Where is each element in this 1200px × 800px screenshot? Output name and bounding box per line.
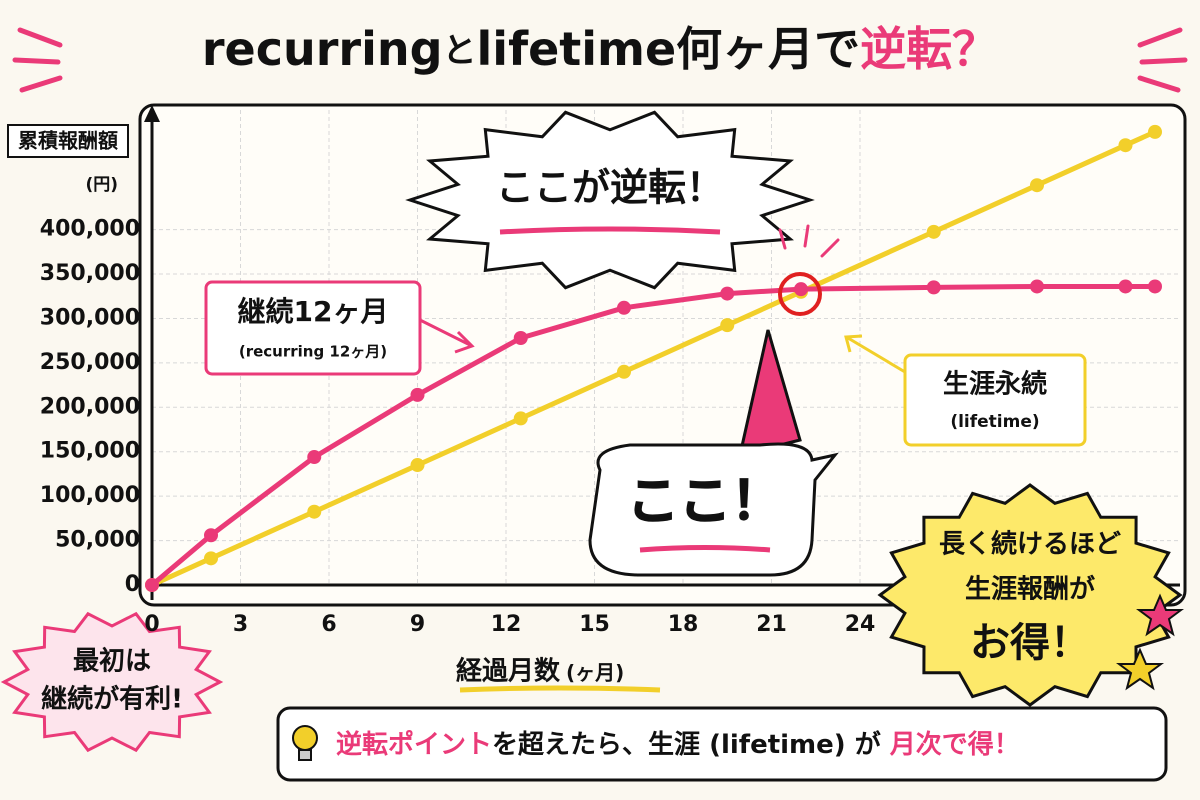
legend-sublabel: (lifetime) — [950, 412, 1039, 432]
data-point — [1148, 279, 1162, 294]
burst — [405, 110, 815, 290]
y-tick-label: 100,000 — [40, 483, 140, 508]
legend-label: 継続12ヶ月 — [238, 295, 389, 328]
y-tick-label: 150,000 — [40, 439, 140, 464]
pointer-label: ここ！ — [627, 472, 783, 532]
data-point — [1118, 279, 1133, 294]
data-point — [1030, 178, 1044, 193]
title-part: 逆転？ — [860, 22, 998, 76]
y-axis-arrow — [144, 105, 160, 122]
note-text: お得！ — [970, 620, 1090, 666]
bulb-icon — [292, 725, 318, 751]
underline — [459, 685, 661, 693]
x-tick-label: 3 — [233, 612, 248, 637]
x-tick-label: 21 — [756, 612, 787, 637]
data-point — [307, 450, 322, 465]
underline — [639, 545, 771, 553]
data-point — [794, 282, 808, 297]
y-label-box — [7, 124, 129, 158]
y-tick-label: 400,000 — [40, 217, 140, 242]
bubble — [588, 442, 839, 577]
data-point — [513, 411, 528, 426]
y-axis-unit: (円) — [85, 175, 118, 195]
footer-part: 逆転ポイント — [336, 729, 492, 760]
data-point — [513, 331, 528, 346]
data-point — [617, 364, 631, 379]
title-part: 何ヶ月で — [676, 22, 860, 76]
data-point — [145, 578, 159, 592]
y-tick-label: 350,000 — [40, 261, 140, 286]
data-point — [204, 551, 218, 566]
x-tick-label: 18 — [668, 612, 699, 637]
arrow — [844, 334, 906, 374]
note-text: 継続が有利! — [41, 684, 183, 715]
title-decor — [12, 27, 1188, 93]
data-point — [617, 300, 631, 315]
crossover-circle — [778, 272, 822, 316]
data-point — [1030, 279, 1044, 294]
series-layer — [145, 124, 1162, 592]
y-tick-label: 0 — [125, 572, 140, 597]
data-point — [720, 286, 735, 301]
data-point — [926, 224, 941, 239]
arrow — [419, 318, 475, 354]
star — [1136, 593, 1184, 637]
x-tick-label: 6 — [321, 612, 336, 637]
y-tick-label: 200,000 — [40, 394, 140, 419]
footer-part: 月次で得！ — [889, 730, 1020, 760]
chart-title: recurringとlifetime何ヶ月で逆転？ — [202, 22, 998, 76]
y-axis-label: 累積報酬額 — [18, 129, 118, 153]
x-tick-label: 12 — [491, 612, 522, 637]
series-line — [150, 129, 1157, 588]
crossover-rays — [778, 224, 840, 258]
note-burst — [877, 483, 1183, 707]
data-point — [1148, 124, 1162, 139]
data-point — [410, 387, 425, 402]
data-point — [1118, 138, 1133, 153]
x-tick-label: 9 — [410, 612, 425, 637]
note-text: 長く続けるほど — [939, 529, 1121, 560]
y-tick-label: 300,000 — [40, 305, 140, 330]
title-part: と — [443, 31, 477, 71]
data-point — [926, 280, 941, 295]
title-part: lifetime — [477, 22, 677, 76]
x-axis-unit: (ヶ月) — [566, 661, 624, 685]
legend-box — [903, 353, 1087, 447]
y-tick-label: 50,000 — [55, 528, 140, 553]
footer-part: を超えたら、生涯 (lifetime) が — [492, 729, 890, 760]
note-text: 最初は — [73, 647, 151, 677]
data-point — [410, 458, 425, 473]
legend-label: 生涯永続 — [943, 369, 1047, 400]
title-part: recurring — [202, 22, 443, 76]
footer-text: 逆転ポイントを超えたら、生涯 (lifetime) が 月次で得！ — [336, 729, 1020, 760]
crossover-label: ここが逆転！ — [496, 166, 724, 210]
data-point — [307, 504, 322, 519]
x-tick-label: 24 — [845, 612, 876, 637]
footer-box — [276, 706, 1168, 782]
star — [1116, 647, 1164, 691]
x-axis-label: 経過月数 — [456, 656, 561, 687]
legend-sublabel: (recurring 12ヶ月) — [239, 343, 387, 361]
x-tick-label: 15 — [579, 612, 610, 637]
note-burst — [0, 611, 224, 753]
underline — [499, 226, 721, 235]
x-tick-label: 0 — [144, 612, 159, 637]
y-tick-label: 250,000 — [40, 350, 140, 375]
note-text: 生涯報酬が — [965, 574, 1095, 605]
bulb-icon — [298, 749, 312, 761]
series-line — [150, 284, 1155, 587]
data-point — [204, 528, 218, 543]
data-point — [720, 318, 735, 333]
legend-box — [204, 280, 422, 376]
